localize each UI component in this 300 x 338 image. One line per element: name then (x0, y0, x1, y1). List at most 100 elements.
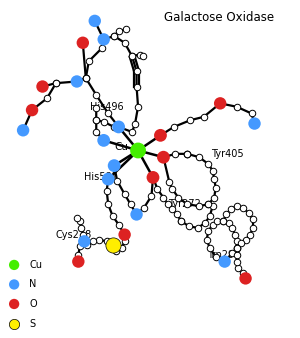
Point (116, 124, 121, 130)
Point (151, 175, 155, 180)
Point (215, 218, 220, 224)
Point (130, 129, 134, 135)
Point (218, 101, 223, 106)
Point (228, 207, 233, 212)
Point (210, 168, 215, 173)
Point (236, 266, 241, 271)
Point (134, 212, 139, 217)
Point (137, 52, 142, 57)
Point (104, 188, 109, 194)
Point (134, 69, 139, 74)
Point (94, 92, 99, 98)
Point (206, 202, 211, 207)
Text: N: N (29, 280, 36, 289)
Point (167, 180, 172, 185)
Point (76, 252, 81, 258)
Point (122, 239, 127, 244)
Point (112, 33, 117, 39)
Point (40, 84, 45, 89)
Point (234, 203, 239, 209)
Point (134, 212, 139, 217)
Point (201, 114, 206, 120)
Point (122, 40, 127, 46)
Point (186, 223, 191, 229)
Text: Tyr405: Tyr405 (211, 149, 244, 159)
Point (12, 262, 16, 268)
Point (212, 176, 217, 182)
Point (130, 53, 134, 59)
Point (100, 45, 105, 50)
Point (116, 222, 121, 227)
Point (243, 276, 248, 281)
Point (83, 75, 88, 81)
Point (82, 239, 87, 244)
Point (128, 202, 133, 207)
Point (91, 239, 96, 244)
Point (12, 301, 16, 307)
Point (79, 225, 84, 231)
Point (248, 232, 252, 237)
Point (161, 154, 166, 160)
Point (94, 118, 99, 123)
Text: Tyr272: Tyr272 (168, 199, 201, 209)
Point (86, 58, 91, 64)
Point (106, 111, 111, 116)
Point (80, 40, 85, 46)
Point (136, 104, 140, 110)
Point (188, 118, 193, 123)
Point (224, 212, 229, 217)
Point (151, 175, 155, 180)
Point (179, 218, 184, 224)
Point (204, 237, 209, 242)
Point (246, 210, 251, 215)
Point (136, 148, 140, 153)
Point (92, 18, 97, 24)
Point (124, 27, 128, 32)
Point (104, 239, 109, 244)
Point (116, 124, 121, 130)
Text: His496: His496 (90, 102, 124, 112)
Point (185, 151, 190, 156)
Point (161, 154, 166, 160)
Point (116, 124, 121, 130)
Point (218, 101, 223, 106)
Point (240, 205, 245, 211)
Point (136, 148, 140, 153)
Point (112, 124, 117, 130)
Point (136, 148, 140, 153)
Point (179, 218, 184, 224)
Point (222, 259, 227, 264)
Point (210, 222, 215, 227)
Point (136, 148, 140, 153)
Point (21, 127, 26, 133)
Point (116, 28, 121, 34)
Point (122, 192, 127, 197)
Point (170, 207, 175, 212)
Point (234, 245, 239, 251)
Point (94, 118, 99, 123)
Text: Cu: Cu (29, 260, 42, 270)
Point (176, 195, 181, 200)
Point (101, 138, 106, 143)
Point (234, 245, 239, 251)
Point (76, 259, 81, 264)
Point (110, 242, 115, 247)
Point (80, 232, 85, 237)
Point (115, 178, 120, 184)
Point (234, 245, 239, 251)
Point (221, 218, 226, 224)
Point (74, 79, 79, 84)
Point (195, 225, 200, 231)
Point (80, 40, 85, 46)
Text: Cu: Cu (115, 142, 129, 152)
Point (252, 121, 257, 126)
Point (82, 239, 87, 244)
Point (136, 148, 140, 153)
Point (12, 282, 16, 287)
Point (136, 148, 140, 153)
Point (250, 217, 255, 222)
Point (134, 84, 139, 89)
Point (140, 53, 145, 59)
Point (243, 276, 248, 281)
Point (142, 205, 146, 211)
